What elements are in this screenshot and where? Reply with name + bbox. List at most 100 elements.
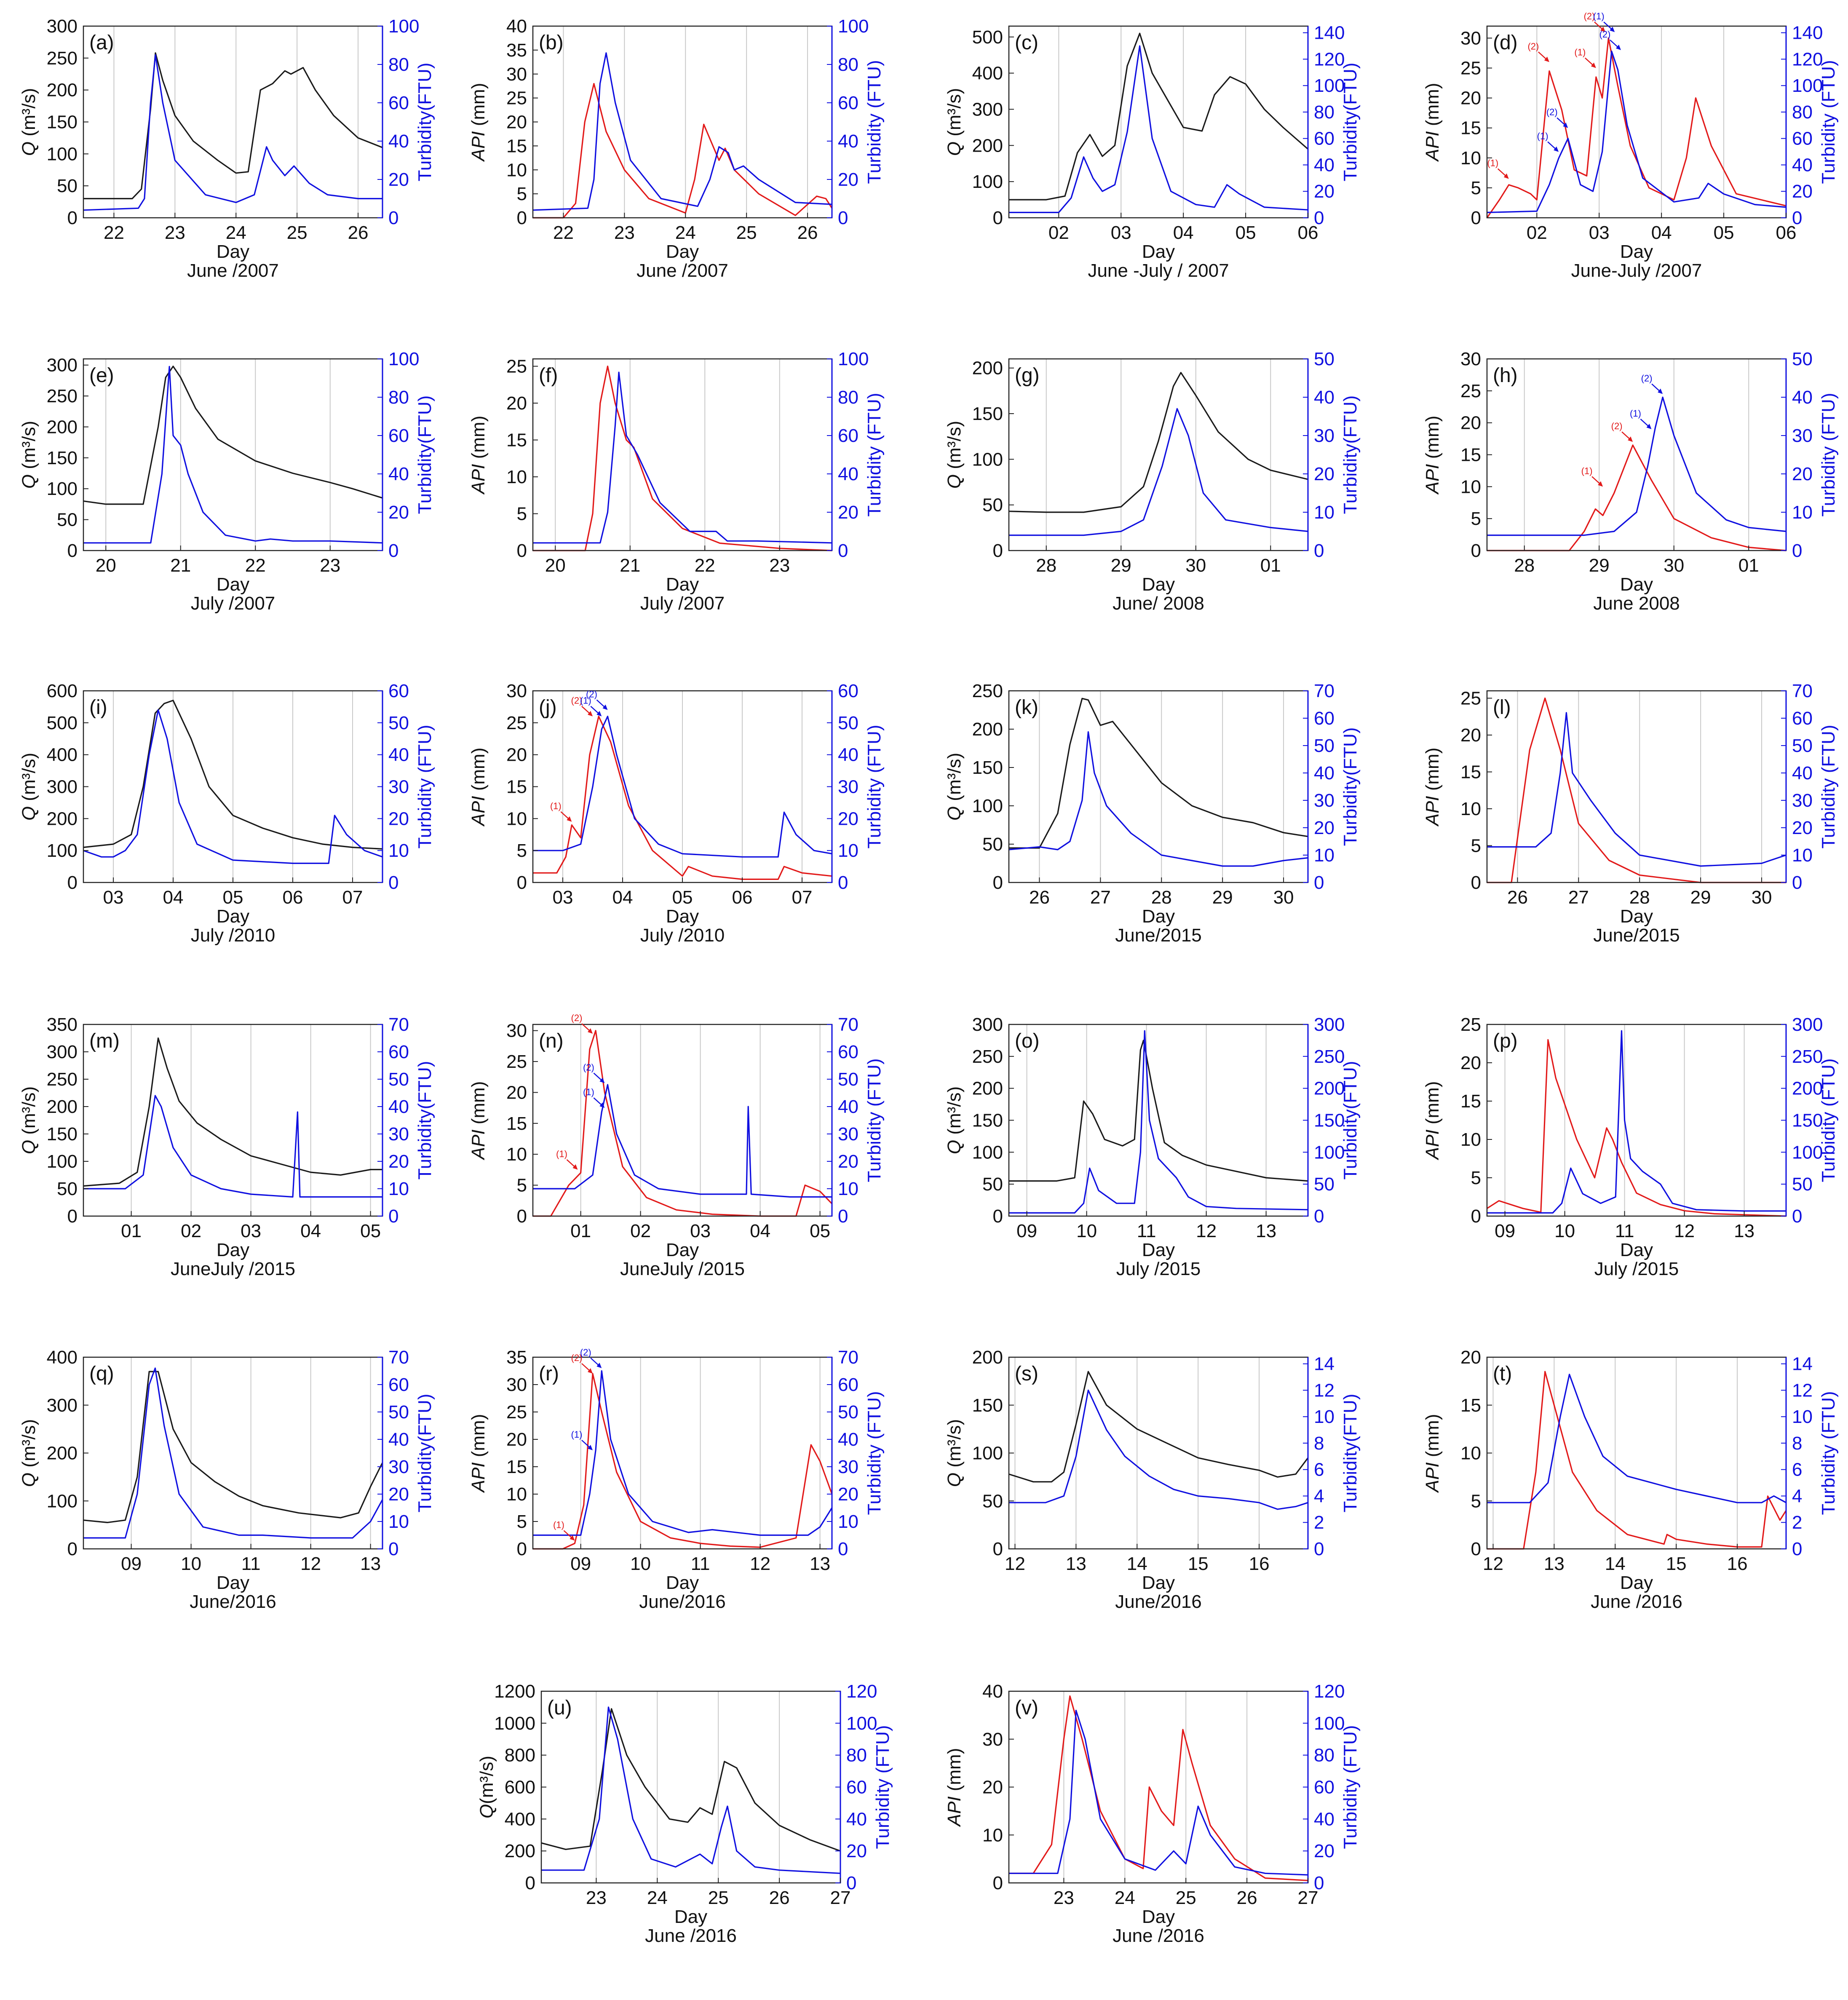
series-line-discharge [83, 365, 383, 505]
annotation-label: (2) [571, 1353, 583, 1363]
x-tick-label: 03 [1111, 222, 1131, 243]
x-tick-label: 10 [1076, 1221, 1097, 1241]
date-label: June/2015 [1593, 925, 1680, 946]
date-label: July /2007 [640, 593, 725, 614]
y-left-tick-label: 30 [1460, 28, 1481, 48]
y-right-tick-label: 20 [846, 1841, 867, 1861]
x-axis-title: Day [674, 1906, 707, 1927]
y-left-tick-label: 100 [972, 1443, 1003, 1464]
y-right-tick-label: 80 [838, 387, 858, 408]
date-label: June /2007 [187, 260, 279, 281]
y-right-tick-label: 40 [838, 1429, 858, 1450]
y-right-tick-label: 140 [1314, 23, 1345, 43]
y-right-tick-label: 30 [1314, 790, 1335, 811]
y-right-tick-label: 70 [838, 1347, 858, 1368]
y-right-tick-label: 60 [1792, 708, 1813, 729]
y-right-tick-label: 6 [1314, 1460, 1324, 1480]
annotation-arrowhead [599, 1078, 605, 1083]
y-left-axis-title: Q(m³/s) [476, 1756, 497, 1818]
y-left-tick-label: 100 [47, 840, 78, 861]
x-tick-label: 03 [241, 1221, 261, 1241]
chart-panel-u: 23 24 25 26 27020040060080010001200020406080… [476, 1681, 893, 1946]
y-left-tick-label: 250 [47, 48, 78, 69]
y-right-tick-label: 140 [1792, 23, 1823, 43]
y-left-tick-label: 10 [1460, 1443, 1481, 1464]
y-left-tick-label: 0 [67, 1539, 78, 1559]
x-tick-label: 02 [630, 1221, 651, 1241]
y-right-tick-label: 200 [1314, 1078, 1345, 1099]
y-left-axis-title: Q (m³/s) [944, 88, 965, 156]
x-tick-label: 07 [342, 887, 363, 908]
y-right-tick-label: 60 [1314, 1777, 1335, 1798]
y-right-tick-label: 50 [1792, 349, 1813, 369]
x-tick-label: 03 [1589, 222, 1610, 243]
chart-panel-t: 12 13 14 15 16 0 5 10 15 20 0 2 4 6 8 10 12 14 (t) API (mm)… [1422, 1347, 1839, 1612]
x-tick-label: 27 [1090, 887, 1111, 908]
y-right-tick-label: 12 [1314, 1380, 1335, 1401]
y-right-tick-label: 0 [1792, 1539, 1802, 1559]
y-left-axis-title: API (mm) [1422, 748, 1443, 827]
y-right-tick-label: 20 [838, 808, 858, 829]
y-left-tick-label: 200 [972, 135, 1003, 156]
y-right-axis-title: Turbidity(FTU) [1340, 1394, 1361, 1513]
x-tick-label: 11 [241, 1553, 261, 1574]
y-right-tick-label: 0 [1792, 208, 1802, 228]
y-right-tick-label: 40 [388, 745, 409, 765]
y-right-tick-label: 14 [1314, 1354, 1335, 1374]
plot-frame [1008, 358, 1309, 551]
y-left-axis-title-part: API [468, 1462, 489, 1493]
y-right-tick-label: 40 [1792, 763, 1813, 783]
panel-tag: (j) [539, 696, 557, 719]
x-axis-title: Day [1142, 906, 1175, 927]
y-right-axis-title: Turbidity(FTU) [415, 396, 435, 514]
plot-frame [1008, 25, 1309, 219]
series-line-turbidity [1009, 1389, 1308, 1510]
y-left-tick-label: 15 [1460, 118, 1481, 139]
y-left-axis-title-part: (mm) [468, 748, 489, 796]
annotation-label: (2) [571, 695, 583, 706]
x-tick-label: 23 [1054, 1888, 1074, 1908]
y-left-axis-title-part: Q [19, 474, 39, 489]
y-right-tick-label: 80 [846, 1745, 867, 1766]
y-left-tick-label: 500 [47, 713, 78, 733]
x-tick-label: 11 [1615, 1221, 1634, 1241]
panel-tag: (i) [89, 696, 107, 719]
x-tick-label: 20 [96, 555, 116, 576]
x-tick-label: 22 [104, 222, 124, 243]
annotation-arrowhead [1554, 146, 1559, 152]
x-tick-label: 04 [300, 1221, 321, 1241]
y-left-tick-label: 35 [506, 40, 527, 61]
y-right-tick-label: 0 [1792, 1206, 1802, 1227]
date-label: June /2016 [645, 1925, 737, 1946]
y-right-tick-label: 100 [838, 349, 869, 369]
panel-tag: (r) [539, 1363, 559, 1385]
y-right-axis-title: Turbidity (FTU) [1818, 393, 1839, 516]
y-right-axis-title: Turbidity (FTU) [1818, 60, 1839, 184]
x-tick-label: 14 [1605, 1553, 1626, 1574]
annotation-label: (2) [1611, 421, 1623, 431]
plot-frame [1486, 358, 1787, 551]
panel-tag: (n) [539, 1030, 564, 1052]
y-left-axis-title-part: API [944, 1796, 965, 1827]
y-right-tick-label: 0 [388, 872, 398, 893]
plot-frame [532, 358, 833, 551]
plot-frame [532, 1356, 833, 1550]
y-right-tick-label: 40 [1314, 1809, 1335, 1829]
series-line-api [533, 716, 832, 880]
y-right-tick-label: 0 [388, 208, 398, 228]
y-left-tick-label: 40 [982, 1681, 1003, 1702]
y-left-axis-title: Q (m³/s) [944, 1086, 965, 1154]
y-left-tick-label: 100 [972, 171, 1003, 192]
y-right-tick-label: 300 [1792, 1014, 1823, 1035]
y-left-axis-title: API (mm) [1422, 1414, 1443, 1494]
x-tick-label: 20 [545, 555, 566, 576]
date-label: June-July /2007 [1571, 260, 1702, 281]
y-left-tick-label: 150 [972, 1395, 1003, 1416]
x-tick-label: 16 [1727, 1553, 1748, 1574]
date-label: JuneJuly /2015 [171, 1259, 295, 1279]
x-tick-label: 03 [690, 1221, 711, 1241]
annotation-arrowhead [599, 1102, 605, 1108]
chart-panel-e: 20 21 22 23 0 50 100 150 200 250 300 0 20 40 60 80 100 (e… [19, 349, 435, 614]
x-axis-title: Day [1142, 1572, 1175, 1593]
series-line-turbidity [1009, 408, 1308, 536]
